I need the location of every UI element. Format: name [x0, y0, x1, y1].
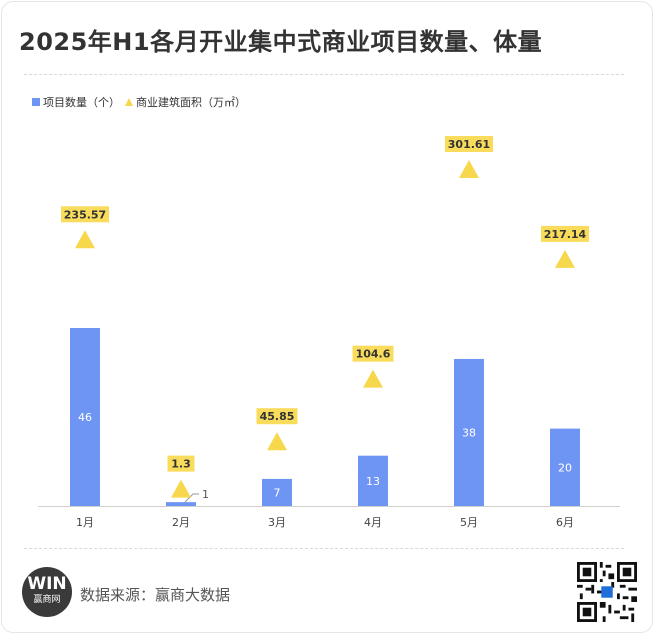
area-value-label: 104.6 [356, 348, 391, 361]
legend-bar-label: 项目数量（个） [43, 96, 120, 109]
x-tick-label: 1月 [76, 516, 94, 529]
area-label-box [352, 345, 394, 362]
area-triangle-marker [363, 369, 383, 388]
area-triangle-marker [555, 249, 575, 268]
brand-logo: WIN 赢商网 [22, 567, 72, 617]
area-value-label: 1.3 [171, 458, 191, 471]
legend-triangle-icon [125, 98, 133, 106]
x-tick-label: 4月 [364, 516, 382, 529]
bar-value-label: 1 [202, 488, 209, 501]
bar-value-label: 46 [78, 411, 92, 424]
legend-bar-swatch [32, 98, 40, 106]
chart-legend: 项目数量（个） 商业建筑面积（万㎡） [32, 94, 246, 110]
page-title: 2025年H1各月开业集中式商业项目数量、体量 [19, 28, 543, 56]
bar [550, 428, 580, 506]
bar [262, 478, 292, 506]
area-label-box [61, 206, 109, 223]
bar [454, 358, 484, 506]
logo-name: 赢商网 [33, 595, 61, 605]
area-label-box [541, 225, 589, 242]
bar [70, 328, 100, 506]
qr-code-icon [577, 562, 637, 622]
area-value-label: 235.57 [64, 208, 106, 221]
x-tick-label: 5月 [460, 516, 478, 529]
bar-value-label: 13 [366, 475, 380, 488]
bar-value-label: 38 [462, 426, 476, 439]
bar-value-label: 20 [558, 461, 572, 474]
bar-label-leader-line [184, 493, 199, 503]
x-tick-label: 6月 [556, 516, 574, 529]
area-value-label: 301.61 [448, 138, 490, 151]
area-triangle-marker [75, 230, 95, 249]
data-source: 数据来源：赢商大数据 [80, 586, 231, 604]
x-tick-label: 2月 [172, 516, 190, 529]
area-triangle-marker [171, 479, 191, 498]
legend-marker-label: 商业建筑面积（万㎡） [136, 96, 246, 109]
area-triangle-marker [459, 160, 479, 178]
area-value-label: 217.14 [544, 228, 587, 241]
area-value-label: 45.85 [260, 410, 295, 423]
chart: 46 1月 235.57 1 2月 1.3 7 3月 45.85 13 4月 104.6 38 5月 301… [38, 136, 620, 529]
logo-mark: WIN [27, 574, 67, 594]
area-label-box [256, 408, 298, 425]
bar-value-label: 7 [274, 486, 281, 499]
area-triangle-marker [267, 432, 287, 451]
bar [358, 455, 388, 506]
area-label-box [445, 136, 493, 152]
area-label-box [167, 455, 195, 472]
x-tick-label: 3月 [268, 516, 286, 529]
bar [166, 502, 196, 506]
title-divider [24, 74, 624, 75]
footer-divider [24, 548, 624, 549]
